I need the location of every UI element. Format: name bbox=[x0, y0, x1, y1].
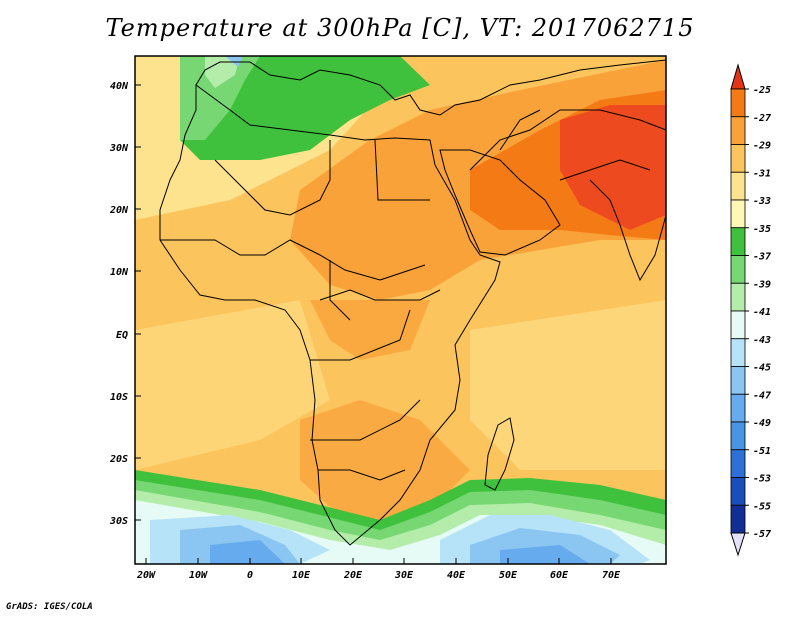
colorbar-swatch bbox=[730, 338, 746, 367]
colorbar-swatch bbox=[730, 421, 746, 451]
lat-label: 30N bbox=[109, 143, 129, 154]
lat-label: EQ bbox=[116, 330, 128, 341]
temperature-field bbox=[135, 56, 666, 564]
colorbar-label: -33 bbox=[753, 196, 771, 207]
map-frame bbox=[134, 55, 667, 565]
colorbar-label: -43 bbox=[753, 335, 771, 346]
colorbar-label: -31 bbox=[753, 168, 771, 179]
lon-label: 60E bbox=[550, 570, 569, 581]
lon-label: 40E bbox=[447, 570, 466, 581]
colorbar-label: -35 bbox=[753, 224, 771, 235]
colorbar-label: -29 bbox=[753, 141, 771, 152]
colorbar-swatch bbox=[730, 310, 746, 340]
colorbar-swatch bbox=[730, 199, 746, 229]
longitude-axis: 20W 10W 0 10E 20E 30E 40E 50E 60E 70E bbox=[136, 558, 621, 581]
latitude-axis: 40N 30N 20N 10N EQ 10S 20S 30S bbox=[109, 81, 141, 527]
lat-label: 10N bbox=[110, 267, 129, 278]
colorbar-swatch bbox=[730, 393, 746, 423]
lon-label: 10E bbox=[292, 570, 311, 581]
colorbar-swatch bbox=[730, 116, 746, 145]
colorbar-swatch bbox=[730, 88, 746, 118]
lon-label: 70E bbox=[602, 570, 621, 581]
lon-label: 30E bbox=[394, 570, 414, 581]
lat-label: 20N bbox=[109, 205, 129, 216]
colorbar-label: -25 bbox=[753, 85, 771, 96]
lon-label: 20W bbox=[136, 570, 156, 581]
lon-label: 10W bbox=[189, 570, 208, 581]
colorbar-label: -55 bbox=[753, 501, 771, 512]
colorbar-swatch bbox=[730, 477, 746, 506]
lat-label: 30S bbox=[109, 516, 128, 527]
colorbar-label: -41 bbox=[753, 307, 771, 318]
colorbar-swatch bbox=[730, 144, 746, 173]
colorbar-swatch bbox=[730, 227, 746, 256]
colorbar-swatch bbox=[730, 449, 746, 478]
colorbar-label: -57 bbox=[753, 529, 771, 540]
colorbar-label: -45 bbox=[753, 363, 771, 374]
colorbar-swatch bbox=[730, 282, 746, 312]
lon-label: 0 bbox=[247, 570, 253, 581]
colorbar-label: -49 bbox=[753, 418, 771, 429]
lat-label: 10S bbox=[110, 392, 128, 403]
colorbar-swatch bbox=[730, 255, 746, 284]
colorbar-label: -39 bbox=[753, 279, 771, 290]
credit-text: GrADS: IGES/COLA bbox=[6, 602, 93, 612]
colorbar-label: -37 bbox=[753, 252, 771, 263]
colorbar-bottom-cap bbox=[730, 532, 746, 557]
colorbar-label: -27 bbox=[753, 113, 771, 124]
colorbar-swatch bbox=[730, 171, 746, 201]
colorbar-label: -47 bbox=[753, 390, 771, 401]
lon-label: 50E bbox=[499, 570, 518, 581]
colorbar: -25 -27 -29 -31 -33 -35 -37 -39 -41 -43 -45 -47 -49 -… bbox=[730, 63, 771, 557]
map-title: Temperature at 300hPa [C], VT: 201706271… bbox=[105, 14, 695, 42]
colorbar-label: -51 bbox=[753, 446, 771, 457]
colorbar-top-cap bbox=[730, 63, 746, 90]
lon-label: 20E bbox=[343, 570, 363, 581]
lat-label: 40N bbox=[110, 81, 129, 92]
colorbar-label: -53 bbox=[753, 474, 771, 485]
coastlines bbox=[159, 59, 667, 546]
colorbar-swatch bbox=[730, 366, 746, 395]
lat-label: 20S bbox=[109, 454, 128, 465]
colorbar-swatch bbox=[730, 504, 746, 534]
